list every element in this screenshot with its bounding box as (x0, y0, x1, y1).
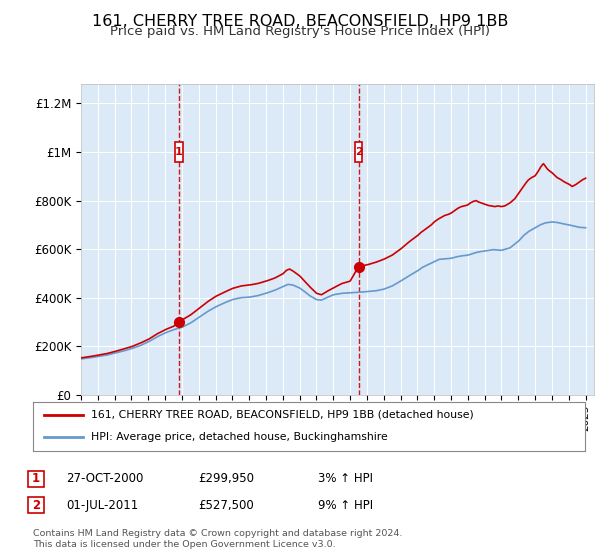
Text: 2: 2 (355, 147, 362, 157)
Text: 2: 2 (32, 498, 40, 512)
Text: HPI: Average price, detached house, Buckinghamshire: HPI: Average price, detached house, Buck… (91, 432, 388, 442)
Text: 27-OCT-2000: 27-OCT-2000 (66, 472, 143, 486)
FancyBboxPatch shape (175, 142, 182, 162)
Text: 161, CHERRY TREE ROAD, BEACONSFIELD, HP9 1BB (detached house): 161, CHERRY TREE ROAD, BEACONSFIELD, HP9… (91, 410, 474, 420)
Text: 1: 1 (32, 472, 40, 486)
Text: 01-JUL-2011: 01-JUL-2011 (66, 498, 138, 512)
Text: 161, CHERRY TREE ROAD, BEACONSFIELD, HP9 1BB: 161, CHERRY TREE ROAD, BEACONSFIELD, HP9… (92, 14, 508, 29)
Text: 3% ↑ HPI: 3% ↑ HPI (318, 472, 373, 486)
FancyBboxPatch shape (355, 142, 362, 162)
Text: Contains HM Land Registry data © Crown copyright and database right 2024.
This d: Contains HM Land Registry data © Crown c… (33, 529, 403, 549)
Text: Price paid vs. HM Land Registry's House Price Index (HPI): Price paid vs. HM Land Registry's House … (110, 25, 490, 38)
Text: £299,950: £299,950 (198, 472, 254, 486)
Text: 9% ↑ HPI: 9% ↑ HPI (318, 498, 373, 512)
Text: £527,500: £527,500 (198, 498, 254, 512)
Text: 1: 1 (175, 147, 183, 157)
